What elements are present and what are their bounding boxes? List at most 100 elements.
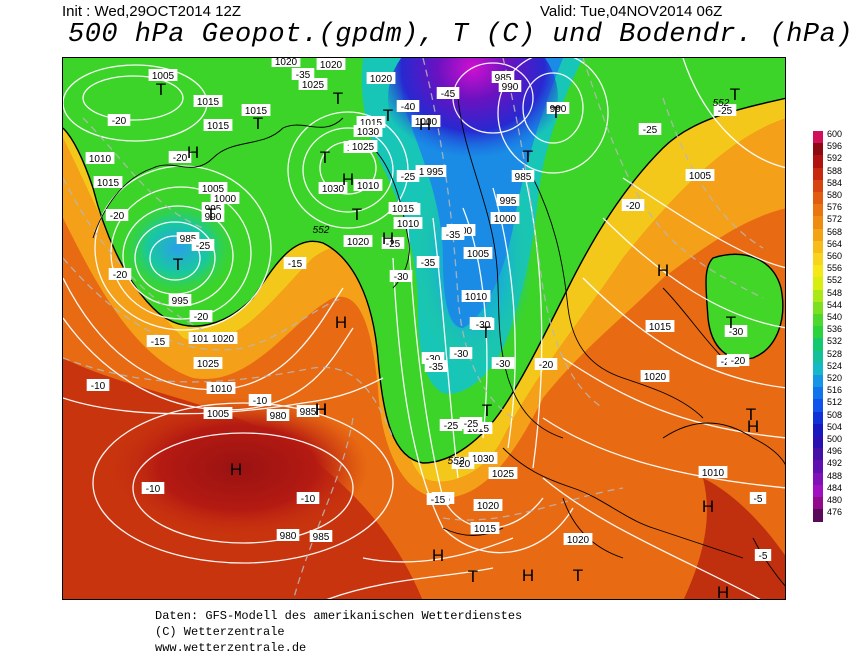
temperature-label: -30: [389, 270, 413, 283]
svg-text:-35: -35: [446, 230, 461, 241]
svg-text:1000: 1000: [214, 194, 237, 205]
temperature-label: -20: [108, 268, 132, 281]
legend-label: 500: [827, 434, 843, 444]
legend-swatch: [813, 338, 823, 352]
svg-text:1010: 1010: [702, 468, 725, 479]
isobar-label: 1015: [193, 95, 223, 108]
temperature-label: -10: [141, 482, 165, 495]
temperature-label: -25: [459, 417, 483, 430]
isobar-label: 1005: [685, 169, 715, 182]
legend-label: 504: [827, 421, 843, 432]
isobar-label: 1020: [563, 533, 593, 546]
geopotential-label: 552: [713, 98, 730, 109]
isobar-label: 1015: [388, 202, 418, 215]
temperature-label: -35: [441, 228, 465, 241]
legend-label: 576: [827, 202, 843, 213]
temperature-label: -5: [754, 549, 772, 562]
legend-swatch: [813, 497, 823, 510]
isobar-label: 1030: [468, 452, 498, 465]
svg-text:-20: -20: [626, 201, 641, 212]
svg-text:1025: 1025: [492, 469, 515, 480]
legend-label: 572: [827, 214, 843, 225]
svg-text:1015: 1015: [392, 204, 415, 215]
svg-text:1005: 1005: [689, 171, 712, 182]
svg-text:1020: 1020: [275, 58, 298, 68]
isobar-label: 985: [296, 405, 320, 418]
svg-text:-45: -45: [441, 89, 456, 100]
isobar-label: 1020: [271, 58, 301, 68]
legend-swatch: [813, 289, 823, 303]
svg-text:-25: -25: [464, 419, 479, 430]
svg-text:-15: -15: [431, 495, 446, 506]
low-pressure-marker: T: [383, 106, 393, 125]
isobar-label: 980: [276, 529, 300, 542]
svg-text:990: 990: [205, 212, 222, 223]
svg-text:-5: -5: [759, 551, 768, 562]
legend-label: 540: [827, 312, 843, 322]
svg-text:-10: -10: [146, 484, 161, 495]
svg-text:-25: -25: [444, 421, 459, 432]
legend-swatch: [813, 204, 823, 217]
temperature-label: -20: [189, 310, 213, 323]
svg-text:1000: 1000: [494, 214, 517, 225]
svg-text:-40: -40: [401, 102, 416, 113]
temperature-label: -30: [471, 318, 495, 331]
svg-text:1020: 1020: [212, 334, 235, 345]
isobar-label: 985: [511, 170, 535, 183]
low-pressure-marker: T: [730, 85, 740, 104]
legend-swatch: [813, 301, 823, 315]
high-pressure-marker: H: [702, 497, 714, 516]
svg-text:-25: -25: [643, 125, 658, 136]
temperature-label: -15: [146, 335, 170, 348]
isobar-label: 1025: [348, 140, 378, 153]
isobar-label: 985: [309, 530, 333, 543]
svg-text:995: 995: [500, 196, 517, 207]
svg-text:1015: 1015: [207, 121, 230, 132]
temperature-label: -30: [449, 347, 473, 360]
temperature-label: -25: [713, 104, 737, 117]
temperature-label: -35: [291, 68, 315, 81]
footer-url: www.wetterzentrale.de: [155, 641, 307, 655]
isobar-label: 1030: [318, 182, 348, 195]
svg-text:1015: 1015: [192, 334, 215, 345]
isobar-label: 1015: [470, 522, 500, 535]
geopotential-label: 552: [448, 456, 465, 467]
svg-text:-30: -30: [496, 359, 511, 370]
legend-label: 568: [827, 226, 843, 237]
svg-text:1025: 1025: [352, 142, 375, 153]
isobar-label: 995: [168, 294, 192, 307]
high-pressure-marker: H: [315, 400, 327, 419]
legend-swatch: [813, 143, 823, 156]
legend-swatch: [813, 387, 823, 400]
svg-text:-35: -35: [429, 362, 444, 373]
isobar-label: 1025: [488, 467, 518, 480]
temperature-label: -30: [724, 325, 748, 338]
svg-text:1015: 1015: [649, 322, 672, 333]
legend-swatch: [813, 314, 823, 327]
svg-text:1005: 1005: [152, 71, 175, 82]
isobar-label: 995: [496, 194, 520, 207]
low-pressure-marker: T: [253, 114, 263, 133]
temperature-label: -40: [396, 100, 420, 113]
temperature-label: -15: [426, 493, 450, 506]
svg-text:-15: -15: [151, 337, 166, 348]
isobar-label: 1020: [316, 58, 346, 71]
legend-swatch: [813, 411, 823, 425]
temperature-label: -20: [168, 151, 192, 164]
legend-swatch: [813, 155, 823, 169]
legend-label: 544: [827, 299, 843, 310]
svg-text:1015: 1015: [360, 118, 383, 129]
legend-label: 564: [827, 238, 843, 249]
svg-text:1005: 1005: [202, 184, 225, 195]
svg-text:1010: 1010: [465, 292, 488, 303]
svg-text:-10: -10: [301, 494, 316, 505]
legend-label: 512: [827, 397, 843, 408]
svg-text:980: 980: [270, 411, 287, 422]
isobar-label: 1010: [698, 466, 728, 479]
svg-text:-10: -10: [91, 381, 106, 392]
isobar-label: 990: [498, 80, 522, 93]
svg-text:-30: -30: [454, 349, 469, 360]
footer: Daten: GFS-Modell des amerikanischen Wet…: [155, 608, 522, 656]
legend-swatch: [813, 131, 823, 144]
svg-text:1020: 1020: [567, 535, 590, 546]
